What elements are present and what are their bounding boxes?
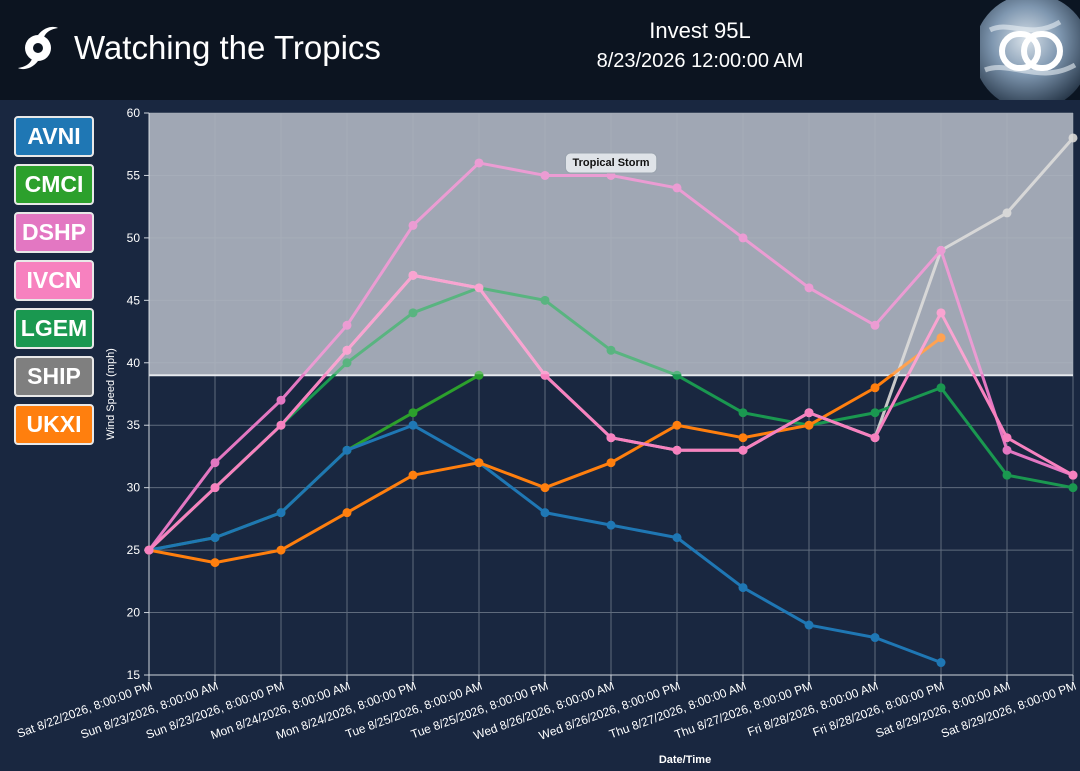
data-point-ukxi	[870, 383, 880, 393]
data-point-ivcn	[408, 270, 418, 280]
data-point-avni	[342, 445, 352, 455]
data-point-avni	[276, 508, 286, 518]
data-point-dshp	[936, 245, 946, 255]
data-point-dshp	[870, 320, 880, 330]
data-point-lgem	[672, 370, 682, 380]
data-point-ivcn	[342, 345, 352, 355]
data-point-ukxi	[276, 545, 286, 555]
data-point-avni	[408, 420, 418, 430]
y-tick-label: 45	[127, 293, 141, 307]
legend-item-ship[interactable]: SHIP	[14, 356, 94, 397]
hurricane-icon	[18, 26, 58, 70]
data-point-ukxi	[804, 420, 814, 430]
data-point-ivcn	[474, 283, 484, 293]
data-point-ivcn	[870, 433, 880, 443]
data-point-ivcn	[210, 483, 220, 493]
data-point-ukxi	[210, 558, 220, 568]
legend-item-ivcn[interactable]: IVCN	[14, 260, 94, 301]
storm-timestamp: 8/23/2026 12:00:00 AM	[596, 50, 804, 72]
data-point-ukxi	[672, 420, 682, 430]
legend-item-lgem[interactable]: LGEM	[14, 308, 94, 349]
annotations: Tropical Storm	[149, 113, 1073, 375]
y-tick-label: 50	[127, 231, 141, 245]
series-line-cmci	[148, 373, 480, 552]
y-tick-label: 30	[127, 481, 141, 495]
data-point-cmci	[474, 370, 484, 380]
x-axis-title: Date/Time	[659, 754, 711, 766]
data-point-ivcn	[936, 308, 946, 318]
data-point-cmci	[408, 408, 418, 418]
y-tick-label: 55	[127, 168, 141, 182]
data-point-ivcn	[1002, 433, 1012, 443]
data-point-ukxi	[606, 458, 616, 468]
data-point-lgem	[870, 408, 880, 418]
tropical-storm-label: Tropical Storm	[572, 157, 649, 169]
data-point-ukxi	[738, 433, 748, 443]
header-bar: Watching the Tropics Invest 95L 8/23/202…	[0, 0, 1080, 100]
data-point-avni	[210, 533, 220, 543]
data-point-ship	[1002, 208, 1012, 218]
data-point-ivcn	[606, 433, 616, 443]
data-point-avni	[540, 508, 550, 518]
y-tick-label: 20	[127, 606, 141, 620]
data-point-lgem	[1002, 470, 1012, 480]
data-point-avni	[606, 520, 616, 530]
legend-item-avni[interactable]: AVNI	[14, 116, 94, 157]
data-point-dshp	[342, 320, 352, 330]
data-point-ukxi	[408, 470, 418, 480]
data-point-ivcn	[276, 420, 286, 430]
data-point-dshp	[210, 458, 220, 468]
data-point-dshp	[474, 158, 484, 168]
tropical-storm-label-bg	[564, 152, 658, 174]
legend-item-dshp[interactable]: DSHP	[14, 212, 94, 253]
tropical-storm-veil	[149, 113, 1073, 375]
model-legend: AVNI CMCI DSHP IVCN LGEM SHIP UKXI	[14, 116, 94, 452]
data-point-lgem	[738, 408, 748, 418]
data-point-ivcn	[540, 370, 550, 380]
site-logo[interactable]	[980, 0, 1080, 100]
data-point-lgem	[342, 358, 352, 368]
data-point-ivcn	[804, 408, 814, 418]
data-point-dshp	[804, 283, 814, 293]
data-point-ukxi	[540, 483, 550, 493]
legend-item-ukxi[interactable]: UKXI	[14, 404, 94, 445]
data-point-dshp	[276, 395, 286, 405]
data-point-lgem	[540, 295, 550, 305]
data-point-ukxi	[342, 508, 352, 518]
data-point-avni	[870, 633, 880, 643]
data-point-dshp	[738, 233, 748, 243]
data-point-lgem	[1068, 483, 1078, 493]
legend-item-cmci[interactable]: CMCI	[14, 164, 94, 205]
app-title: Watching the Tropics	[74, 29, 381, 66]
y-tick-label: 25	[127, 543, 141, 557]
data-point-ukxi	[474, 458, 484, 468]
data-point-dshp	[672, 183, 682, 193]
data-point-ivcn	[144, 545, 154, 555]
data-point-lgem	[408, 308, 418, 318]
y-axis-title: Wind Speed (mph)	[105, 348, 117, 440]
data-point-ivcn	[672, 445, 682, 455]
data-point-avni	[738, 583, 748, 593]
data-point-ivcn	[1068, 470, 1078, 480]
data-point-avni	[672, 533, 682, 543]
data-point-dshp	[540, 170, 550, 180]
y-tick-label: 15	[127, 668, 141, 682]
data-point-lgem	[606, 345, 616, 355]
data-point-avni	[936, 658, 946, 668]
earth-logo-icon	[980, 0, 1080, 100]
data-point-avni	[804, 620, 814, 630]
y-tick-label: 40	[127, 356, 141, 370]
brand[interactable]: Watching the Tropics	[18, 22, 381, 74]
series-lines	[144, 133, 1078, 668]
data-point-lgem	[936, 383, 946, 393]
data-point-dshp	[1002, 445, 1012, 455]
data-point-ivcn	[738, 445, 748, 455]
data-point-ukxi	[936, 333, 946, 343]
y-tick-label: 60	[127, 106, 141, 120]
data-point-ship	[1068, 133, 1078, 143]
storm-name: Invest 95L	[649, 18, 751, 43]
data-point-dshp	[408, 220, 418, 230]
y-tick-label: 35	[127, 418, 141, 432]
